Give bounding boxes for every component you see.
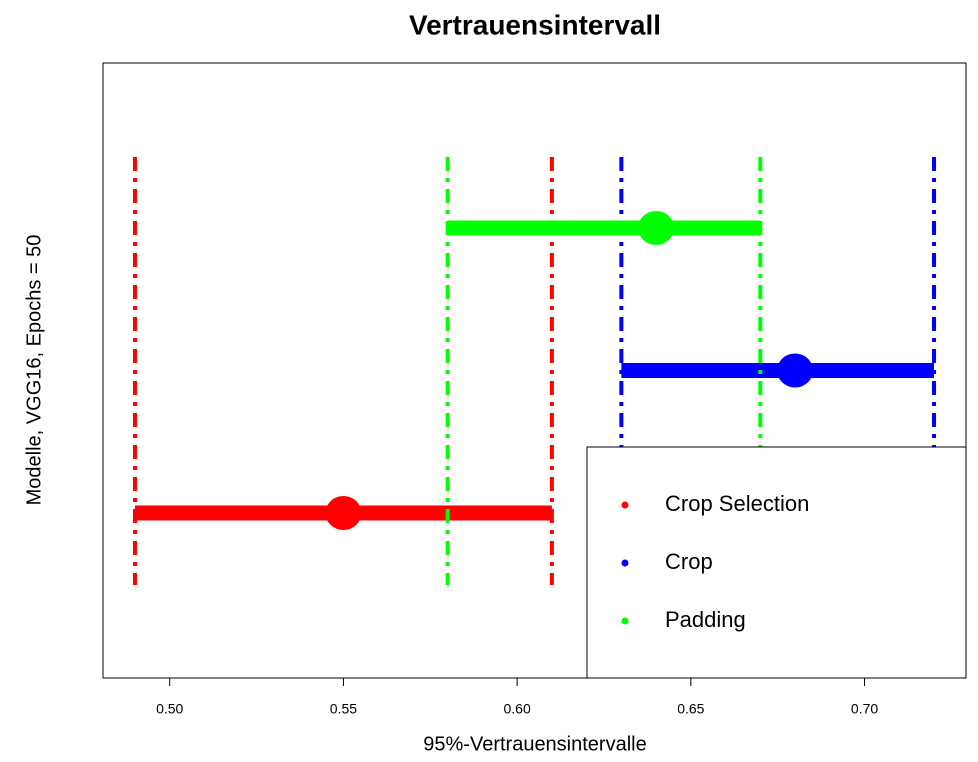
x-tick-label: 0.50 — [156, 701, 183, 717]
estimate-point — [325, 496, 362, 530]
x-axis-label: 95%-Vertrauensintervalle — [423, 733, 646, 755]
legend-label: Padding — [665, 607, 746, 632]
legend-label: Crop — [665, 549, 713, 574]
estimate-point — [777, 353, 814, 388]
x-tick-label: 0.65 — [677, 701, 704, 717]
legend-marker — [621, 617, 629, 625]
x-tick-label: 0.70 — [851, 701, 878, 717]
estimate-point — [638, 211, 675, 245]
legend-marker — [621, 501, 629, 509]
x-tick-label: 0.60 — [504, 701, 531, 717]
chart-title: Vertrauensintervall — [409, 9, 661, 40]
legend-box — [586, 446, 967, 679]
x-tick-label: 0.55 — [330, 701, 357, 717]
legend-marker — [621, 559, 629, 567]
legend-label: Crop Selection — [665, 491, 809, 516]
plot-frame — [102, 62, 967, 679]
y-axis-label: Modelle, VGG16, Epochs = 50 — [23, 235, 45, 506]
